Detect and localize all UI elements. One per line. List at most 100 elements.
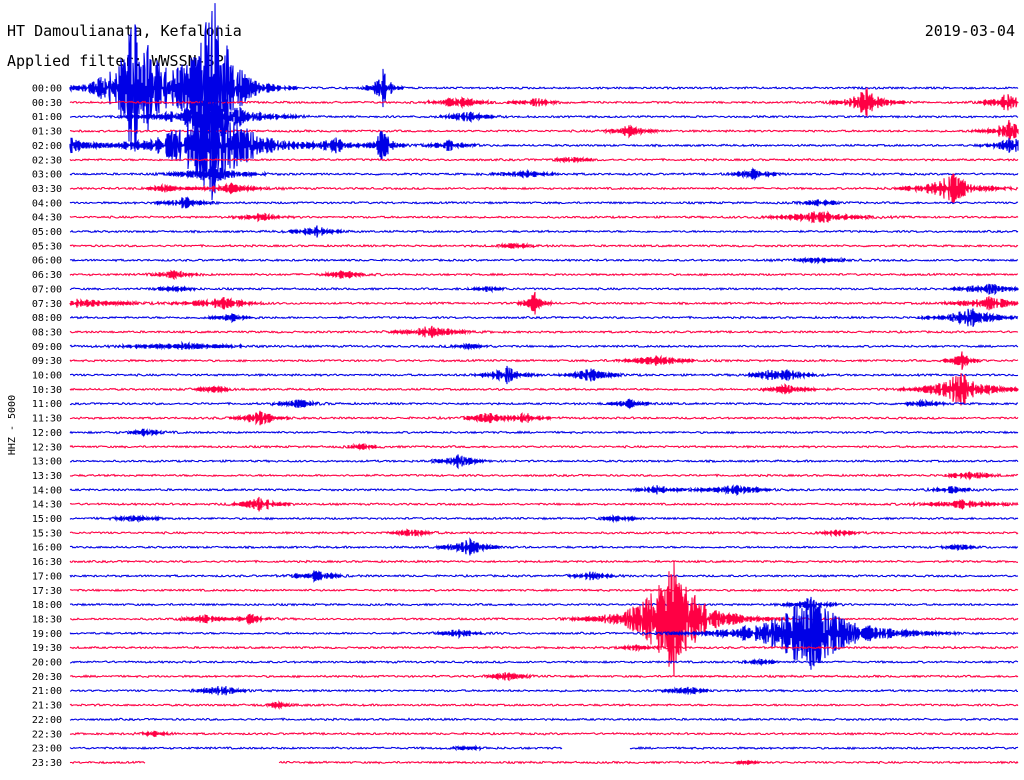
row-time-label: 03:30 <box>32 184 62 195</box>
row-time-label: 11:00 <box>32 399 62 410</box>
row-time-label: 17:00 <box>32 571 62 582</box>
row-time-label: 13:30 <box>32 471 62 482</box>
date-label: 2019-03-04 <box>924 22 1015 40</box>
row-time-label: 19:00 <box>32 629 62 640</box>
trace-row <box>69 269 1018 281</box>
row-time-label: 04:30 <box>32 213 62 224</box>
trace-row <box>69 598 1019 611</box>
row-time-label: 15:00 <box>32 514 62 525</box>
row-time-label: 08:30 <box>32 327 62 338</box>
row-time-label: 08:00 <box>32 313 62 324</box>
trace-row <box>69 672 1019 682</box>
trace-row <box>69 470 1019 481</box>
trace-row <box>69 700 1019 710</box>
trace-row <box>69 340 1019 351</box>
trace-row <box>69 561 1019 677</box>
row-time-label: 03:00 <box>32 170 62 181</box>
trace-row <box>69 225 1019 238</box>
trace-row <box>69 596 1019 670</box>
trace-row <box>69 717 1019 722</box>
trace-row <box>69 308 1019 327</box>
row-time-label: 14:30 <box>32 500 62 511</box>
row-time-label: 06:00 <box>32 256 62 267</box>
row-time-label: 02:30 <box>32 155 62 166</box>
row-time-label: 21:30 <box>32 701 62 712</box>
trace-row <box>69 351 1019 370</box>
trace-row <box>69 559 1018 564</box>
trace-row <box>69 528 1019 538</box>
row-time-label: 23:00 <box>32 744 62 755</box>
row-time-label: 00:00 <box>32 84 62 95</box>
row-time-label: 07:00 <box>32 284 62 295</box>
row-time-label: 16:00 <box>32 543 62 554</box>
row-time-label: 14:00 <box>32 485 62 496</box>
row-time-label: 01:00 <box>32 112 62 123</box>
row-time-label: 09:00 <box>32 342 62 353</box>
trace-row <box>69 657 1019 667</box>
row-time-label: 15:30 <box>32 528 62 539</box>
trace-row <box>69 164 1019 185</box>
traces <box>69 3 1019 766</box>
trace-row <box>69 325 1019 339</box>
trace-row <box>69 87 1019 118</box>
row-time-label: 22:00 <box>32 715 62 726</box>
trace-row <box>69 87 1019 146</box>
row-time-label: 05:00 <box>32 227 62 238</box>
row-time-label: 18:00 <box>32 600 62 611</box>
row-time-label: 12:00 <box>32 428 62 439</box>
trace-row <box>69 744 1019 752</box>
row-time-label: 21:00 <box>32 686 62 697</box>
trace-row <box>69 291 1019 315</box>
trace-row <box>69 428 1019 438</box>
row-time-label: 06:30 <box>32 270 62 281</box>
row-time-label: 18:30 <box>32 614 62 625</box>
trace-row <box>69 173 1019 205</box>
trace-row <box>69 3 1019 173</box>
trace-row <box>69 90 1019 201</box>
trace-row <box>69 410 1019 426</box>
trace-row <box>69 283 1019 296</box>
trace-row <box>69 588 1019 593</box>
row-time-label: 11:30 <box>32 414 62 425</box>
row-time-label: 01:30 <box>32 127 62 138</box>
row-time-label: 07:30 <box>32 299 62 310</box>
trace-row <box>69 454 1019 470</box>
trace-row <box>69 242 1019 250</box>
trace-row <box>69 496 1019 512</box>
trace-row <box>69 398 1018 410</box>
row-time-label: 19:30 <box>32 643 62 654</box>
station-title: HT Damoulianata, Kefalonia <box>7 22 242 40</box>
row-time-label: 10:30 <box>32 385 62 396</box>
row-time-label: 00:30 <box>32 98 62 109</box>
row-time-label: 09:30 <box>32 356 62 367</box>
trace-row <box>69 196 1019 209</box>
row-time-label: 23:30 <box>32 758 62 769</box>
trace-row <box>69 759 1019 766</box>
row-time-label: 22:30 <box>32 729 62 740</box>
trace-row <box>69 210 1019 224</box>
row-time-label: 05:30 <box>32 241 62 252</box>
trace-row <box>69 256 1019 265</box>
trace-row <box>69 365 1019 385</box>
time-labels: 00:00 00:30 01:00 01:30 02:00 02:30 03:00 03:30… <box>32 84 62 769</box>
trace-row <box>69 570 1019 583</box>
row-time-label: 20:30 <box>32 672 62 683</box>
row-time-label: 12:30 <box>32 442 62 453</box>
row-time-label: 13:00 <box>32 457 62 468</box>
trace-row <box>69 537 1019 556</box>
trace-row <box>69 484 1019 496</box>
row-time-label: 20:00 <box>32 658 62 669</box>
row-time-label: 10:00 <box>32 371 62 382</box>
trace-row <box>69 373 1019 406</box>
row-time-label: 02:00 <box>32 141 62 152</box>
row-time-label: 04:00 <box>32 198 62 209</box>
trace-row <box>69 730 1019 738</box>
row-time-label: 17:30 <box>32 586 62 597</box>
y-axis-label: HHZ - 5000 <box>7 395 18 455</box>
trace-row <box>69 442 1019 451</box>
filter-label: Applied filter: WWSSN-SP <box>7 52 224 70</box>
trace-row <box>69 514 1019 524</box>
trace-row <box>69 156 1019 164</box>
trace-row <box>69 685 1018 696</box>
